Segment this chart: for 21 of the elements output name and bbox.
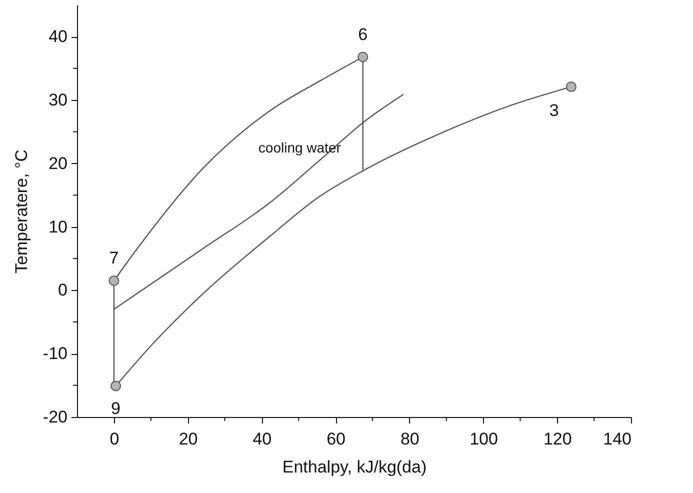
x-tick-label: 120 bbox=[543, 430, 572, 448]
x-tick-label: 0 bbox=[110, 430, 120, 448]
x-tick-label: 20 bbox=[178, 430, 198, 448]
y-axis-title: Temperatere, °C bbox=[12, 150, 31, 274]
annotation: 9 bbox=[111, 398, 121, 418]
y-tick-label: -20 bbox=[42, 408, 68, 426]
y-tick-label: 10 bbox=[48, 217, 68, 236]
y-tick-label: 0 bbox=[58, 280, 68, 300]
y-tick-label: 40 bbox=[48, 27, 68, 46]
x-tick-label: 60 bbox=[326, 430, 346, 448]
x-tick-label: 80 bbox=[400, 430, 420, 448]
x-tick-label: 100 bbox=[470, 430, 498, 448]
annotation: 6 bbox=[358, 24, 368, 44]
annotation: 7 bbox=[109, 248, 119, 268]
y-tick-label: 20 bbox=[48, 154, 68, 173]
x-axis-title: Enthalpy, kJ/kg(da) bbox=[282, 458, 427, 476]
y-tick-label: -10 bbox=[42, 344, 68, 364]
y-tick-label: 30 bbox=[48, 90, 68, 110]
x-tick-label: 140 bbox=[603, 430, 632, 448]
annotation: 3 bbox=[549, 100, 559, 120]
x-tick-label: 40 bbox=[252, 430, 272, 448]
